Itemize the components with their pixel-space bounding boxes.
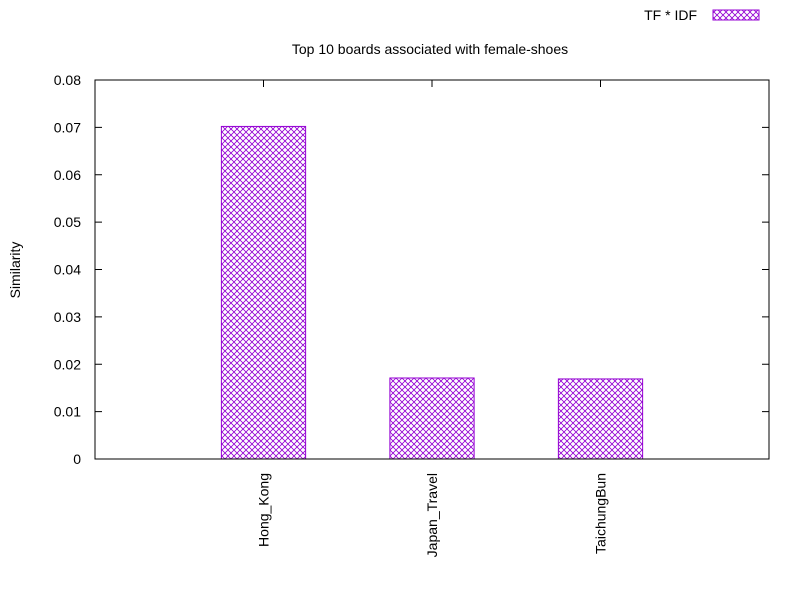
- legend-swatch: [712, 9, 760, 21]
- y-tick-label: 0.01: [54, 404, 81, 420]
- y-tick-label: 0.06: [54, 167, 81, 183]
- y-tick-label: 0: [73, 451, 81, 467]
- legend-label: TF * IDF: [644, 7, 697, 23]
- y-tick-label: 0.04: [54, 262, 81, 278]
- x-tick-label: TaichungBun: [593, 473, 609, 554]
- chart-title: Top 10 boards associated with female-sho…: [292, 41, 568, 57]
- x-tick-label: Japan_Travel: [424, 473, 440, 557]
- legend: TF * IDF: [644, 7, 760, 23]
- y-tick-label: 0.05: [54, 214, 81, 230]
- plot-area-frame: [94, 79, 770, 460]
- x-tick-labels: Hong_Kong Japan_Travel TaichungBun: [256, 473, 609, 557]
- bar-taichungbun: [557, 378, 644, 460]
- y-tick-label: 0.08: [54, 72, 81, 88]
- y-tick-label: 0.02: [54, 356, 81, 372]
- y-axis-label: Similarity: [7, 242, 23, 299]
- y-tick-label: 0.03: [54, 309, 81, 325]
- bar-japan-travel: [389, 377, 475, 460]
- x-tick-label: Hong_Kong: [256, 473, 272, 547]
- y-tick-label: 0.07: [54, 119, 81, 135]
- ticks-layer: 0 0.01 0.02 0.03 0.04 0.05 0.06 0.07 0.08: [54, 72, 769, 467]
- bar-hong-kong: [220, 125, 307, 460]
- bars-layer: [220, 125, 644, 460]
